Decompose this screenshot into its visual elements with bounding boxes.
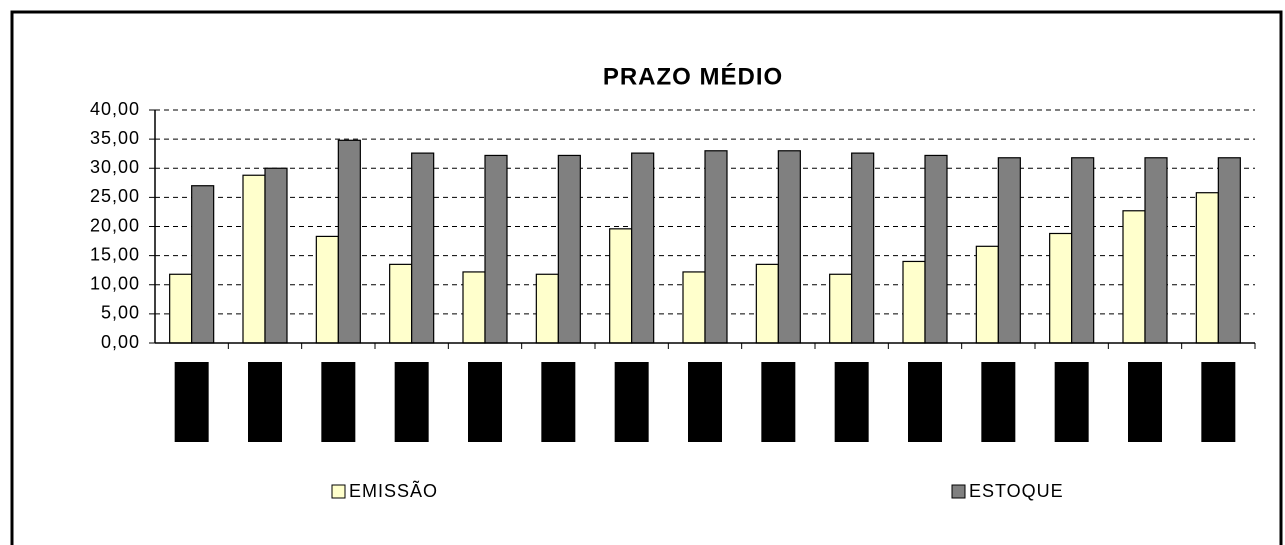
bar [242, 174, 266, 344]
redacted-label [174, 362, 209, 442]
y-tick-label: 0,00 [101, 332, 140, 352]
bar [1195, 192, 1219, 344]
bar [902, 260, 926, 344]
y-tick-label: 20,00 [90, 215, 140, 235]
redacted-label [761, 362, 796, 442]
redacted-label [834, 362, 869, 442]
redacted-label [541, 362, 576, 442]
legend-label: ESTOQUE [969, 481, 1064, 501]
bar [1049, 232, 1073, 344]
y-tick-label: 40,00 [90, 99, 140, 119]
bar [462, 271, 486, 344]
redacted-label [614, 362, 649, 442]
bar [315, 235, 339, 344]
bar [1071, 157, 1095, 344]
bar [609, 228, 633, 344]
redacted-label [981, 362, 1016, 442]
bar [535, 273, 559, 344]
bar [777, 150, 801, 344]
bar [924, 154, 948, 344]
bar [975, 245, 999, 344]
y-tick-label: 15,00 [90, 244, 140, 264]
frame [10, 10, 1283, 545]
bar [389, 263, 413, 344]
redacted-label [394, 362, 429, 442]
bar [851, 152, 875, 344]
bar [829, 273, 853, 344]
bar [1217, 157, 1241, 344]
redacted-label [248, 362, 282, 442]
redacted-label [321, 362, 356, 442]
bar [1144, 157, 1168, 344]
legend-label: EMISSÃO [349, 480, 438, 501]
redacted-label [688, 362, 722, 442]
redacted-label [1201, 362, 1236, 442]
y-tick-label: 5,00 [101, 303, 140, 323]
bar [337, 139, 361, 344]
legend-swatch [331, 484, 346, 499]
y-tick-label: 10,00 [90, 274, 140, 294]
redacted-label [468, 362, 502, 442]
bar [704, 150, 728, 344]
y-tick-label: 35,00 [90, 128, 140, 148]
bar [191, 185, 215, 344]
bar [557, 154, 581, 344]
bar [411, 152, 435, 344]
bar [169, 273, 193, 344]
chart-title: PRAZO MÉDIO [603, 62, 783, 90]
bar [1122, 210, 1146, 344]
bar [484, 154, 508, 344]
bar [682, 271, 706, 344]
legend-swatch [951, 484, 966, 499]
bar [264, 167, 288, 344]
bar [755, 263, 779, 344]
redacted-label [908, 362, 942, 442]
bar [997, 157, 1021, 344]
redacted-label [1054, 362, 1089, 442]
bar [631, 152, 655, 344]
y-tick-label: 30,00 [90, 157, 140, 177]
y-tick-label: 25,00 [90, 186, 140, 206]
redacted-label [1128, 362, 1162, 442]
